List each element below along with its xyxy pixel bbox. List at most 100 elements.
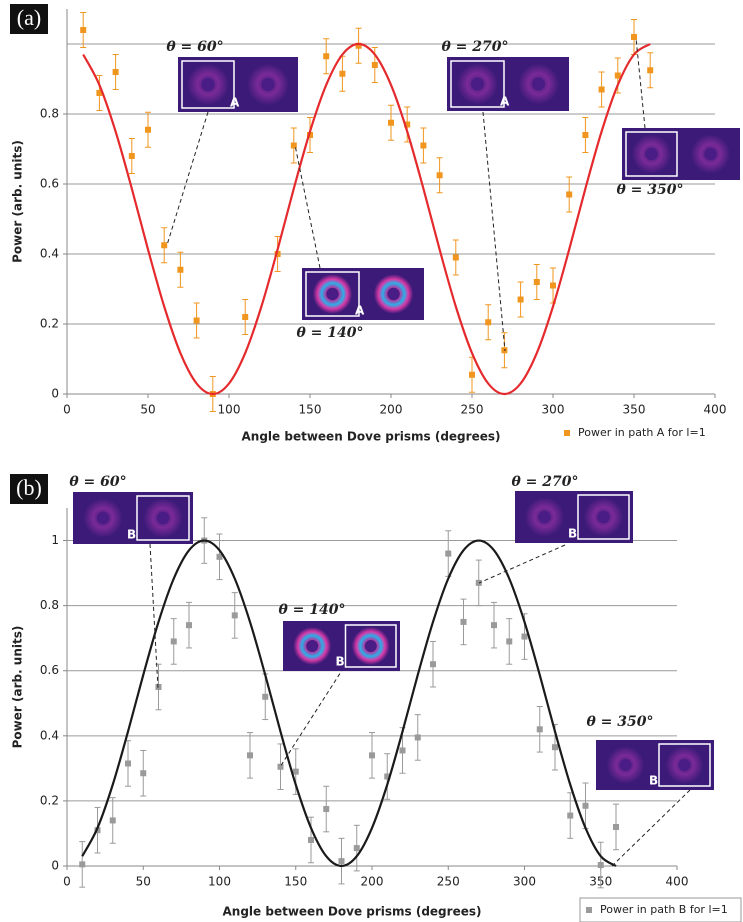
data-point (506, 638, 512, 644)
beam-core (201, 78, 214, 91)
pointer-line (295, 145, 320, 268)
beam-core (620, 759, 632, 771)
y-tick-label: 1 (51, 533, 59, 547)
y-axis-title: Power (arb. units) (11, 140, 25, 263)
x-tick-label: 400 (666, 875, 689, 889)
figure: 00.20.40.60.8050100150200250300350400Ang… (0, 0, 743, 922)
angle-annotation: θ = 270° (511, 474, 578, 490)
angle-annotation: θ = 270° (441, 39, 508, 55)
x-tick-label: 350 (623, 403, 646, 417)
data-point (534, 279, 540, 285)
beam-core (97, 512, 109, 524)
fit-curve (82, 541, 616, 866)
inset-letter: A (355, 304, 365, 318)
beam-core (645, 148, 657, 160)
x-tick-label: 150 (284, 875, 307, 889)
data-point (242, 314, 248, 320)
x-tick-label: 150 (299, 403, 322, 417)
data-point (262, 694, 268, 700)
data-point (323, 806, 329, 812)
angle-annotation: θ = 60° (166, 39, 223, 55)
y-tick-label: 0.2 (40, 793, 59, 807)
data-point (537, 726, 543, 732)
x-tick-label: 100 (208, 875, 231, 889)
x-tick-label: 50 (140, 403, 155, 417)
angle-annotation: θ = 350° (616, 182, 683, 198)
y-tick-label: 0.4 (40, 247, 59, 261)
data-point (247, 752, 253, 758)
data-point (566, 192, 572, 198)
data-point (308, 837, 314, 843)
data-point (388, 120, 394, 126)
data-point (372, 62, 378, 68)
x-tick-label: 100 (218, 403, 241, 417)
data-point (354, 845, 360, 851)
data-point (339, 71, 345, 77)
data-point (583, 803, 589, 809)
y-tick-label: 0.8 (40, 598, 59, 612)
data-point (339, 858, 345, 864)
data-point (79, 861, 85, 867)
x-tick-label: 250 (437, 875, 460, 889)
data-point (129, 153, 135, 159)
x-tick-label: 50 (136, 875, 151, 889)
data-point (323, 53, 329, 59)
pointer-line (479, 545, 565, 583)
inset-letter: A (500, 95, 510, 109)
data-point (430, 661, 436, 667)
data-point (369, 752, 375, 758)
x-tick-label: 300 (542, 403, 565, 417)
x-axis-title: Angle between Dove prisms (degrees) (223, 905, 482, 919)
data-point (125, 760, 131, 766)
data-point (598, 862, 604, 868)
x-tick-label: 200 (380, 403, 403, 417)
data-point (491, 622, 497, 628)
x-tick-label: 0 (63, 403, 71, 417)
data-point (161, 242, 167, 248)
data-point (420, 143, 426, 149)
pointer-line (483, 112, 505, 351)
angle-annotation: θ = 140° (278, 602, 345, 618)
beam-core (532, 78, 545, 91)
data-point (631, 34, 637, 40)
y-tick-label: 0.8 (40, 107, 59, 121)
beam-core (157, 512, 169, 524)
x-tick-label: 400 (704, 403, 727, 417)
y-tick-label: 0.2 (40, 317, 59, 331)
data-point (110, 817, 116, 823)
data-point (400, 747, 406, 753)
data-point (552, 744, 558, 750)
legend-label: Power in path B for l=1 (600, 903, 728, 916)
beam-core (538, 511, 550, 523)
data-point (278, 764, 284, 770)
inset-letter: A (230, 96, 240, 110)
beam-core (597, 511, 609, 523)
angle-annotation: θ = 140° (296, 325, 363, 341)
x-tick-label: 0 (63, 875, 71, 889)
data-point (140, 770, 146, 776)
inset-letter: B (568, 527, 577, 541)
data-point (485, 319, 491, 325)
x-tick-label: 200 (361, 875, 384, 889)
y-tick-label: 0 (51, 859, 59, 873)
y-axis-title: Power (arb. units) (11, 626, 25, 749)
inset-letter: B (336, 655, 345, 669)
data-point (469, 372, 475, 378)
inset-letter: B (649, 774, 658, 788)
legend-swatch (564, 430, 570, 436)
data-point (194, 318, 200, 324)
data-point (647, 67, 653, 73)
data-point (567, 813, 573, 819)
panel-label: (b) (16, 475, 42, 500)
x-tick-label: 250 (461, 403, 484, 417)
y-tick-label: 0.6 (40, 663, 59, 677)
data-point (145, 127, 151, 133)
data-point (613, 824, 619, 830)
legend-label: Power in path A for l=1 (578, 426, 706, 439)
beam-core (471, 78, 484, 91)
data-point (461, 619, 467, 625)
beam-core (326, 288, 338, 300)
angle-annotation: θ = 60° (69, 474, 126, 490)
legend-swatch (586, 907, 592, 913)
data-point (113, 69, 119, 75)
